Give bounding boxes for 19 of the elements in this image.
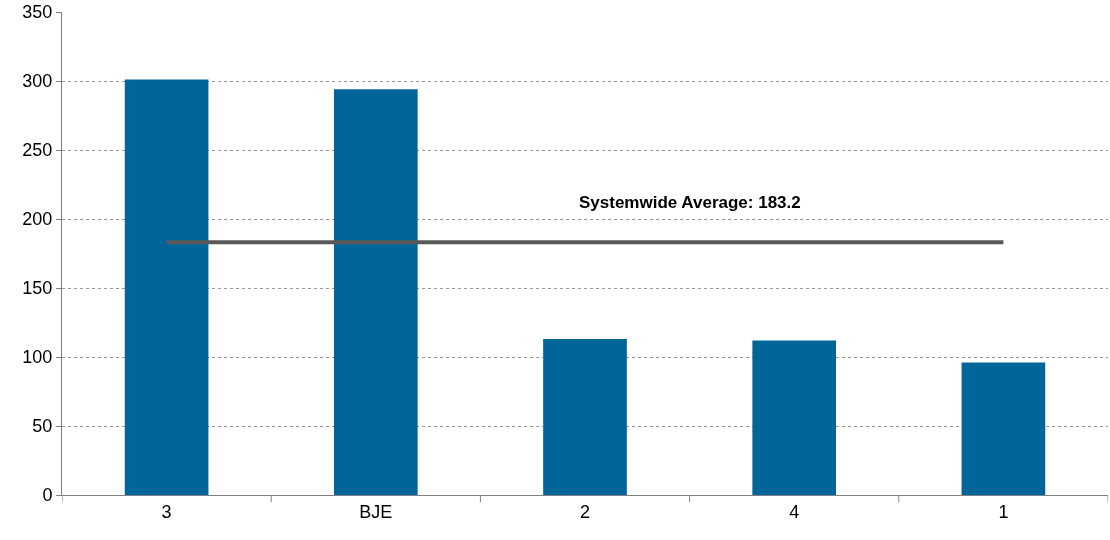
y-tick-label: 250 bbox=[22, 140, 53, 161]
y-tick-label: 50 bbox=[32, 416, 53, 437]
x-tick-label: 2 bbox=[579, 501, 591, 522]
x-tick-label: 4 bbox=[789, 501, 800, 522]
y-tick-label: 0 bbox=[42, 485, 53, 506]
bar bbox=[543, 339, 627, 495]
y-tick-label: 150 bbox=[22, 278, 53, 299]
x-tick-label: BJE bbox=[359, 501, 393, 522]
y-tick-label: 100 bbox=[22, 347, 53, 368]
bar bbox=[752, 340, 837, 495]
x-tick-label: 1 bbox=[998, 501, 1009, 522]
x-tick-label: 3 bbox=[161, 501, 172, 522]
y-tick-label: 350 bbox=[22, 2, 53, 23]
ref-line-label: Systemwide Average: 183.2 bbox=[579, 193, 801, 212]
bar bbox=[961, 362, 1046, 495]
bar bbox=[124, 79, 209, 495]
bar bbox=[333, 89, 418, 495]
y-tick-label: 300 bbox=[22, 71, 53, 92]
y-tick-label: 200 bbox=[22, 209, 53, 230]
